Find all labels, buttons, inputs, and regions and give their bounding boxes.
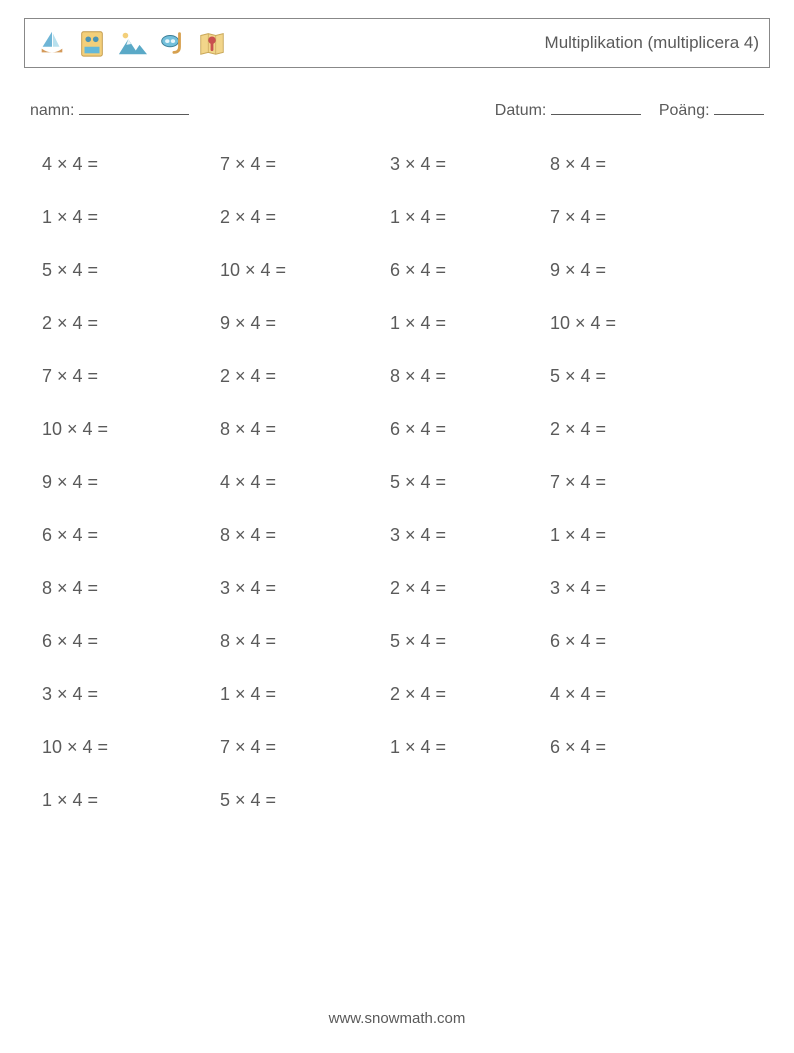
problem-cell: 9 × 4 =	[42, 472, 220, 493]
score-blank[interactable]	[714, 98, 764, 115]
problem-cell: 7 × 4 =	[220, 737, 390, 758]
problem-cell: 6 × 4 =	[390, 260, 550, 281]
problem-cell: 3 × 4 =	[390, 525, 550, 546]
problem-cell: 2 × 4 =	[220, 366, 390, 387]
problem-cell: 5 × 4 =	[390, 472, 550, 493]
snorkel-icon	[155, 26, 189, 60]
problem-cell	[550, 790, 710, 811]
problem-cell: 6 × 4 =	[550, 737, 710, 758]
problem-cell: 1 × 4 =	[220, 684, 390, 705]
name-blank[interactable]	[79, 98, 189, 115]
problem-cell: 1 × 4 =	[550, 525, 710, 546]
worksheet-page: Multiplikation (multiplicera 4) namn: Da…	[0, 0, 794, 811]
problem-cell: 1 × 4 =	[390, 737, 550, 758]
problem-cell: 2 × 4 =	[42, 313, 220, 334]
problem-cell: 1 × 4 =	[42, 207, 220, 228]
problem-cell: 9 × 4 =	[550, 260, 710, 281]
problem-cell: 10 × 4 =	[220, 260, 390, 281]
problem-cell: 4 × 4 =	[220, 472, 390, 493]
score-field: Poäng:	[659, 98, 764, 120]
problem-cell: 8 × 4 =	[220, 419, 390, 440]
problem-cell: 7 × 4 =	[42, 366, 220, 387]
problem-cell: 5 × 4 =	[550, 366, 710, 387]
footer-text: www.snowmath.com	[0, 1010, 794, 1027]
problem-cell: 2 × 4 =	[390, 684, 550, 705]
problem-cell: 1 × 4 =	[42, 790, 220, 811]
name-field: namn:	[30, 98, 189, 120]
date-blank[interactable]	[551, 98, 641, 115]
problem-cell: 6 × 4 =	[42, 631, 220, 652]
problem-cell: 5 × 4 =	[42, 260, 220, 281]
problem-cell: 8 × 4 =	[390, 366, 550, 387]
problem-cell: 8 × 4 =	[42, 578, 220, 599]
problem-cell: 6 × 4 =	[550, 631, 710, 652]
problem-cell: 10 × 4 =	[42, 737, 220, 758]
problem-cell: 2 × 4 =	[220, 207, 390, 228]
mountain-icon	[115, 26, 149, 60]
date-field: Datum:	[495, 98, 641, 120]
header-box: Multiplikation (multiplicera 4)	[24, 18, 770, 68]
problem-cell: 9 × 4 =	[220, 313, 390, 334]
problem-cell: 7 × 4 =	[550, 207, 710, 228]
problem-cell: 3 × 4 =	[42, 684, 220, 705]
header-icons	[35, 26, 229, 60]
problem-cell: 5 × 4 =	[220, 790, 390, 811]
problem-cell: 2 × 4 =	[390, 578, 550, 599]
problem-cell: 1 × 4 =	[390, 313, 550, 334]
problem-cell: 6 × 4 =	[42, 525, 220, 546]
problem-cell: 10 × 4 =	[42, 419, 220, 440]
problem-cell: 10 × 4 =	[550, 313, 710, 334]
problem-cell: 5 × 4 =	[390, 631, 550, 652]
problem-cell: 2 × 4 =	[550, 419, 710, 440]
date-label: Datum:	[495, 102, 547, 119]
info-row: namn: Datum: Poäng:	[24, 98, 770, 120]
pool-card-icon	[75, 26, 109, 60]
problems-grid: 4 × 4 =7 × 4 =3 × 4 =8 × 4 =1 × 4 =2 × 4…	[24, 154, 770, 811]
problem-cell: 7 × 4 =	[550, 472, 710, 493]
problem-cell: 1 × 4 =	[390, 207, 550, 228]
problem-cell: 3 × 4 =	[220, 578, 390, 599]
problem-cell: 6 × 4 =	[390, 419, 550, 440]
problem-cell: 3 × 4 =	[550, 578, 710, 599]
problem-cell: 8 × 4 =	[220, 525, 390, 546]
problem-cell: 8 × 4 =	[550, 154, 710, 175]
problem-cell: 4 × 4 =	[550, 684, 710, 705]
name-label: namn:	[30, 102, 74, 119]
problem-cell: 7 × 4 =	[220, 154, 390, 175]
sailboat-icon	[35, 26, 69, 60]
problem-cell	[390, 790, 550, 811]
score-label: Poäng:	[659, 102, 710, 119]
map-pin-icon	[195, 26, 229, 60]
problem-cell: 3 × 4 =	[390, 154, 550, 175]
worksheet-title: Multiplikation (multiplicera 4)	[545, 33, 759, 53]
problem-cell: 4 × 4 =	[42, 154, 220, 175]
problem-cell: 8 × 4 =	[220, 631, 390, 652]
